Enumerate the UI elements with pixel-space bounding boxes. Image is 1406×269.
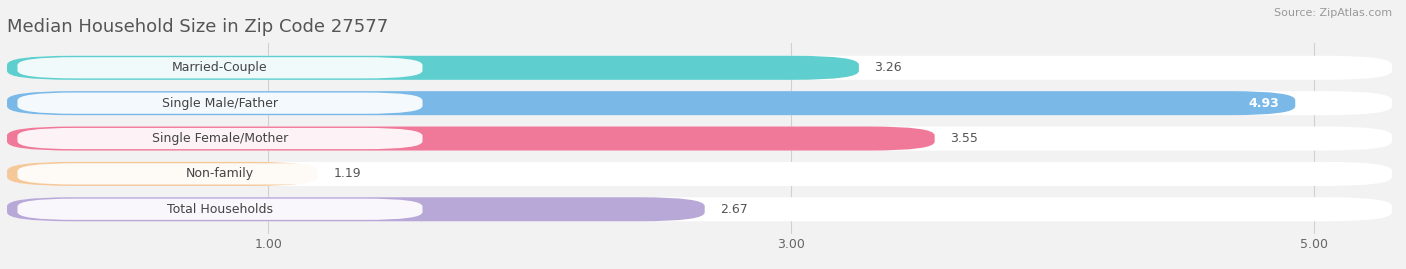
Text: Single Female/Mother: Single Female/Mother <box>152 132 288 145</box>
Text: Non-family: Non-family <box>186 167 254 180</box>
Text: Single Male/Father: Single Male/Father <box>162 97 278 110</box>
FancyBboxPatch shape <box>7 56 1392 80</box>
FancyBboxPatch shape <box>17 57 423 78</box>
Text: Total Households: Total Households <box>167 203 273 216</box>
FancyBboxPatch shape <box>7 56 859 80</box>
FancyBboxPatch shape <box>17 128 423 149</box>
Text: Source: ZipAtlas.com: Source: ZipAtlas.com <box>1274 8 1392 18</box>
FancyBboxPatch shape <box>17 199 423 220</box>
FancyBboxPatch shape <box>7 126 1392 151</box>
FancyBboxPatch shape <box>17 93 423 114</box>
Text: 4.93: 4.93 <box>1249 97 1279 110</box>
FancyBboxPatch shape <box>7 91 1295 115</box>
Text: Married-Couple: Married-Couple <box>172 61 267 74</box>
Text: 3.55: 3.55 <box>950 132 979 145</box>
Text: Median Household Size in Zip Code 27577: Median Household Size in Zip Code 27577 <box>7 18 388 36</box>
Text: 2.67: 2.67 <box>720 203 748 216</box>
FancyBboxPatch shape <box>7 126 935 151</box>
FancyBboxPatch shape <box>7 162 1392 186</box>
FancyBboxPatch shape <box>7 197 1392 221</box>
FancyBboxPatch shape <box>17 163 423 185</box>
FancyBboxPatch shape <box>7 91 1392 115</box>
FancyBboxPatch shape <box>7 197 704 221</box>
FancyBboxPatch shape <box>7 162 318 186</box>
Text: 1.19: 1.19 <box>333 167 361 180</box>
Text: 3.26: 3.26 <box>875 61 903 74</box>
